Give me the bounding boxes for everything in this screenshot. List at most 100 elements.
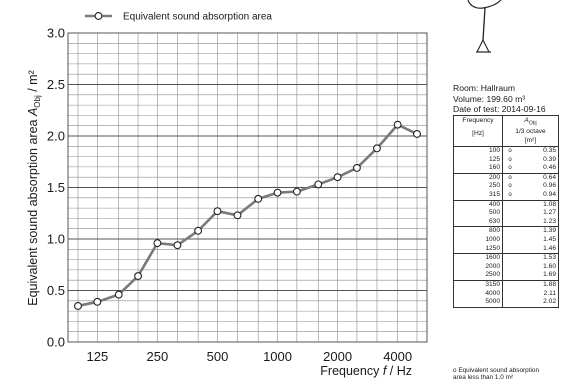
table-row: 125 o 0.39 — [453, 155, 559, 165]
data-point — [352, 163, 361, 172]
legend-label: Equivalent sound absorption area — [123, 12, 272, 23]
table-cell-value: 0.35 — [543, 147, 556, 155]
data-point — [173, 241, 182, 250]
data-point — [333, 173, 342, 182]
table-cell-frequency: 4000 — [453, 289, 503, 299]
table-cell-mark: o — [502, 191, 517, 201]
table-cell-mark — [503, 209, 518, 218]
value-header-subscript: Obj — [528, 120, 537, 127]
table-row: 500 1.27 — [453, 209, 559, 218]
test-date: Date of test: 2014-09-16 — [453, 104, 546, 114]
table-cell-value: 1.39 — [543, 227, 556, 235]
value-header-label: 1/3 octave — [515, 127, 546, 135]
data-point — [373, 144, 381, 153]
x-axis-title: Frequency f / Hz — [320, 364, 412, 378]
table-row: 100 o 0.35 — [453, 146, 559, 156]
table-cell-value: 0.46 — [517, 164, 559, 174]
table-cell-frequency: 5000 — [453, 298, 503, 308]
table-cell-value: 1.27 — [543, 209, 556, 217]
x-axis-title-text: Frequency — [320, 364, 383, 378]
x-tick-label: 250 — [147, 349, 169, 364]
table-cell-frequency: 200 — [453, 173, 503, 183]
table-cell-value: 0.64 — [543, 173, 556, 181]
series-line — [77, 123, 418, 308]
data-point — [292, 187, 301, 196]
value-column-header: AObj 1/3 octave [m²] — [502, 114, 559, 148]
table-cell-mark — [502, 271, 517, 282]
x-tick-label: 125 — [86, 349, 108, 364]
y-tick-label: 3.0 — [47, 26, 65, 41]
table-cell-value: 0.39 — [543, 155, 556, 163]
table-footnote: o Equivalent sound absorption area less … — [453, 367, 539, 382]
table-cell-mark: o — [508, 183, 512, 190]
table-header-row: Frequency [Hz] AObj 1/3 octave [m²] — [453, 114, 559, 148]
table-row: 1600 1.53 — [453, 253, 559, 263]
data-point — [134, 272, 143, 281]
table-cell-value: 2.02 — [543, 298, 556, 306]
table-cell-value: 1.69 — [517, 271, 559, 282]
table-row: 160 o 0.46 — [453, 164, 559, 174]
info-panel: Room: Hallraum Volume: 199.60 m³ Date of… — [450, 0, 564, 387]
absorption-chart: 125 250 500 1000 2000 4000 0.0 0.5 1.0 1.5 2.0 2.5 3… — [26, 12, 428, 378]
table-cell-mark — [502, 217, 517, 228]
table-cell-frequency: 1600 — [453, 253, 503, 263]
x-axis-symbol: f — [383, 364, 388, 378]
table-row: 1000 1.45 — [453, 236, 559, 245]
table-cell-frequency: 400 — [453, 200, 503, 210]
table-cell-value: 1.88 — [543, 281, 556, 288]
major-gridlines — [68, 84, 427, 291]
legend-marker-swatch — [94, 12, 103, 20]
table-row: 1250 1.46 — [453, 244, 559, 255]
axis-tick-labels: 125 250 500 1000 2000 4000 0.0 0.5 1.0 1.5 2.0 2.5 3… — [47, 26, 412, 365]
table-cell-mark — [503, 254, 518, 263]
table-cell-mark: o — [508, 174, 512, 181]
data-point — [213, 207, 222, 216]
footnote-mark: o — [453, 367, 457, 374]
table-cell-mark — [503, 298, 518, 307]
plot-frame — [67, 32, 428, 343]
microphone-stand-icon — [467, 0, 502, 53]
data-point — [74, 302, 82, 310]
x-tick-label: 1000 — [263, 349, 292, 364]
y-tick-label: 0.0 — [47, 335, 65, 350]
frequency-header-unit: [Hz] — [472, 129, 484, 137]
test-info: Room: Hallraum Volume: 199.60 m³ Date of… — [453, 83, 546, 115]
table-row: 3150 1.88 — [453, 280, 559, 290]
y-tick-label: 1.5 — [47, 180, 65, 195]
table-cell-mark: o — [508, 148, 512, 155]
table-cell-frequency: 160 — [453, 164, 503, 174]
table-row: 4000 2.11 — [453, 289, 559, 299]
data-point — [393, 120, 402, 129]
table-cell-mark: o — [502, 164, 517, 174]
table-row: 315 o 0.94 — [453, 191, 559, 201]
table-row: 630 1.23 — [453, 217, 559, 228]
footnote-line-1: o Equivalent sound absorption — [453, 367, 539, 374]
value-header-symbol-letter: A — [524, 117, 529, 124]
data-point — [233, 211, 242, 220]
x-axis-unit: / Hz — [386, 364, 412, 378]
table-cell-value: 1.08 — [543, 200, 556, 208]
table-cell-mark — [503, 290, 518, 299]
table-cell-mark — [502, 244, 517, 255]
table-cell-frequency: 500 — [453, 209, 503, 218]
table-cell-value: 0.94 — [517, 191, 559, 201]
y-axis-symbol: A — [26, 108, 40, 117]
table-cell-frequency: 315 — [453, 191, 503, 201]
table-cell-frequency: 125 — [453, 155, 503, 165]
data-series — [74, 120, 421, 310]
table-row: 400 1.08 — [453, 200, 559, 210]
table-cell-frequency: 100 — [453, 146, 503, 156]
values-table: Frequency [Hz] AObj 1/3 octave [m²] 100 o… — [453, 114, 559, 308]
legend: Equivalent sound absorption area — [85, 12, 272, 23]
frequency-header-label: Frequency — [462, 117, 494, 124]
data-point — [194, 226, 203, 235]
table-cell-mark — [503, 263, 518, 272]
room-name: Room: Hallraum — [453, 83, 516, 93]
data-point — [413, 129, 421, 138]
table-cell-value: 1.45 — [543, 236, 556, 244]
value-header-symbol: AObj — [504, 117, 557, 128]
y-tick-label: 1.0 — [47, 232, 65, 247]
footnote-text-2: area less than 1.0 m² — [453, 374, 514, 382]
table-cell-frequency: 800 — [453, 226, 503, 237]
table-cell-frequency: 2000 — [453, 262, 503, 272]
